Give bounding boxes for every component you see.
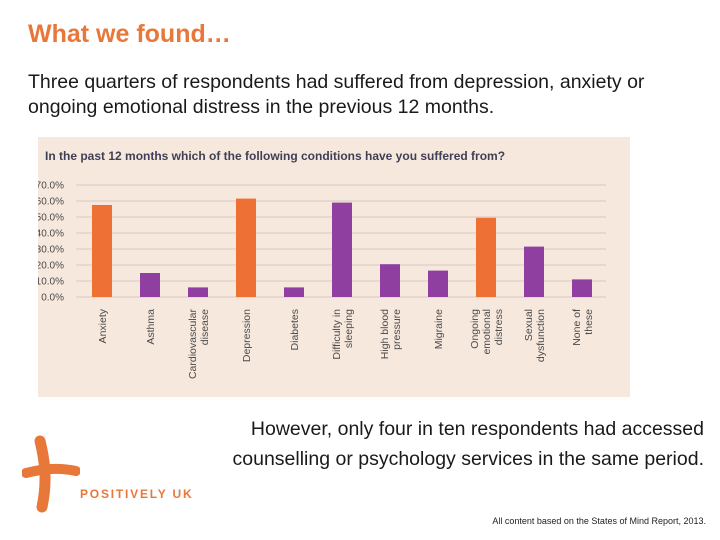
bar (332, 202, 352, 297)
bar (524, 246, 544, 297)
x-tick-label: Anxiety (97, 308, 109, 343)
chart-title: In the past 12 months which of the follo… (45, 149, 505, 163)
bar (92, 205, 112, 297)
x-tick-label-line: Ongoing (469, 309, 481, 349)
x-tick-label-line: Anxiety (97, 308, 109, 343)
x-tick-label: Diabetes (289, 309, 301, 350)
source-note: All content based on the States of Mind … (492, 516, 706, 526)
x-tick-label: Sexual dysfunction (523, 309, 547, 362)
bar (284, 287, 304, 297)
x-tick-label: High blood pressure (379, 309, 403, 359)
bar (236, 198, 256, 297)
finding-text: However, only four in ten respondents ha… (232, 418, 705, 470)
x-tick-label-line: Cardiovascular (187, 308, 199, 379)
x-tick-label: Cardiovascular disease (187, 308, 211, 379)
y-tick-label: 40.0% (38, 229, 64, 240)
x-tick-label-line: High blood (379, 309, 391, 359)
bar (380, 264, 400, 297)
y-tick-label: 20.0% (38, 261, 64, 272)
bar (476, 217, 496, 297)
bar (188, 287, 208, 297)
positively-uk-logo-icon (22, 435, 80, 513)
y-tick-label: 30.0% (38, 245, 64, 256)
x-tick-label: Difficulty in sleeping (331, 309, 355, 360)
x-tick-label-line: emotional (481, 309, 493, 355)
x-tick-label-line: Asthma (145, 309, 157, 345)
bar (140, 273, 160, 297)
intro-text: Three quarters of respondents had suffer… (28, 71, 645, 118)
bar-chart: In the past 12 months which of the follo… (38, 149, 606, 379)
bar (572, 279, 592, 297)
x-tick-label: Ongoing emotional distress (469, 309, 505, 355)
x-tick-label-line: disease (199, 309, 211, 345)
slide-title: What we found… (28, 20, 231, 48)
x-tick-label-line: distress (493, 309, 505, 345)
x-tick-label-line: Sexual (523, 309, 535, 341)
x-tick-label-line: Diabetes (289, 309, 301, 350)
x-tick-label-line: Depression (241, 309, 253, 362)
x-tick-label-line: Migraine (433, 309, 445, 349)
y-tick-label: 0.0% (41, 293, 64, 304)
x-tick-label: Migraine (433, 309, 445, 349)
x-tick-label-line: these (583, 309, 595, 335)
y-tick-label: 60.0% (38, 197, 64, 208)
x-tick-label: Asthma (145, 309, 157, 345)
x-tick-label-line: None of (571, 309, 583, 346)
y-tick-label: 70.0% (38, 181, 64, 192)
x-tick-label-line: pressure (391, 309, 403, 350)
x-tick-label-line: sleeping (343, 309, 355, 348)
bar (428, 270, 448, 297)
y-tick-label: 10.0% (38, 277, 64, 288)
x-tick-label: None of these (571, 309, 595, 346)
y-tick-label: 50.0% (38, 213, 64, 224)
x-tick-label: Depression (241, 309, 253, 362)
chart-panel: In the past 12 months which of the follo… (38, 137, 630, 397)
x-tick-label-line: Difficulty in (331, 309, 343, 360)
x-tick-label-line: dysfunction (535, 309, 547, 362)
logo-wordmark: POSITIVELY UK (80, 487, 194, 501)
